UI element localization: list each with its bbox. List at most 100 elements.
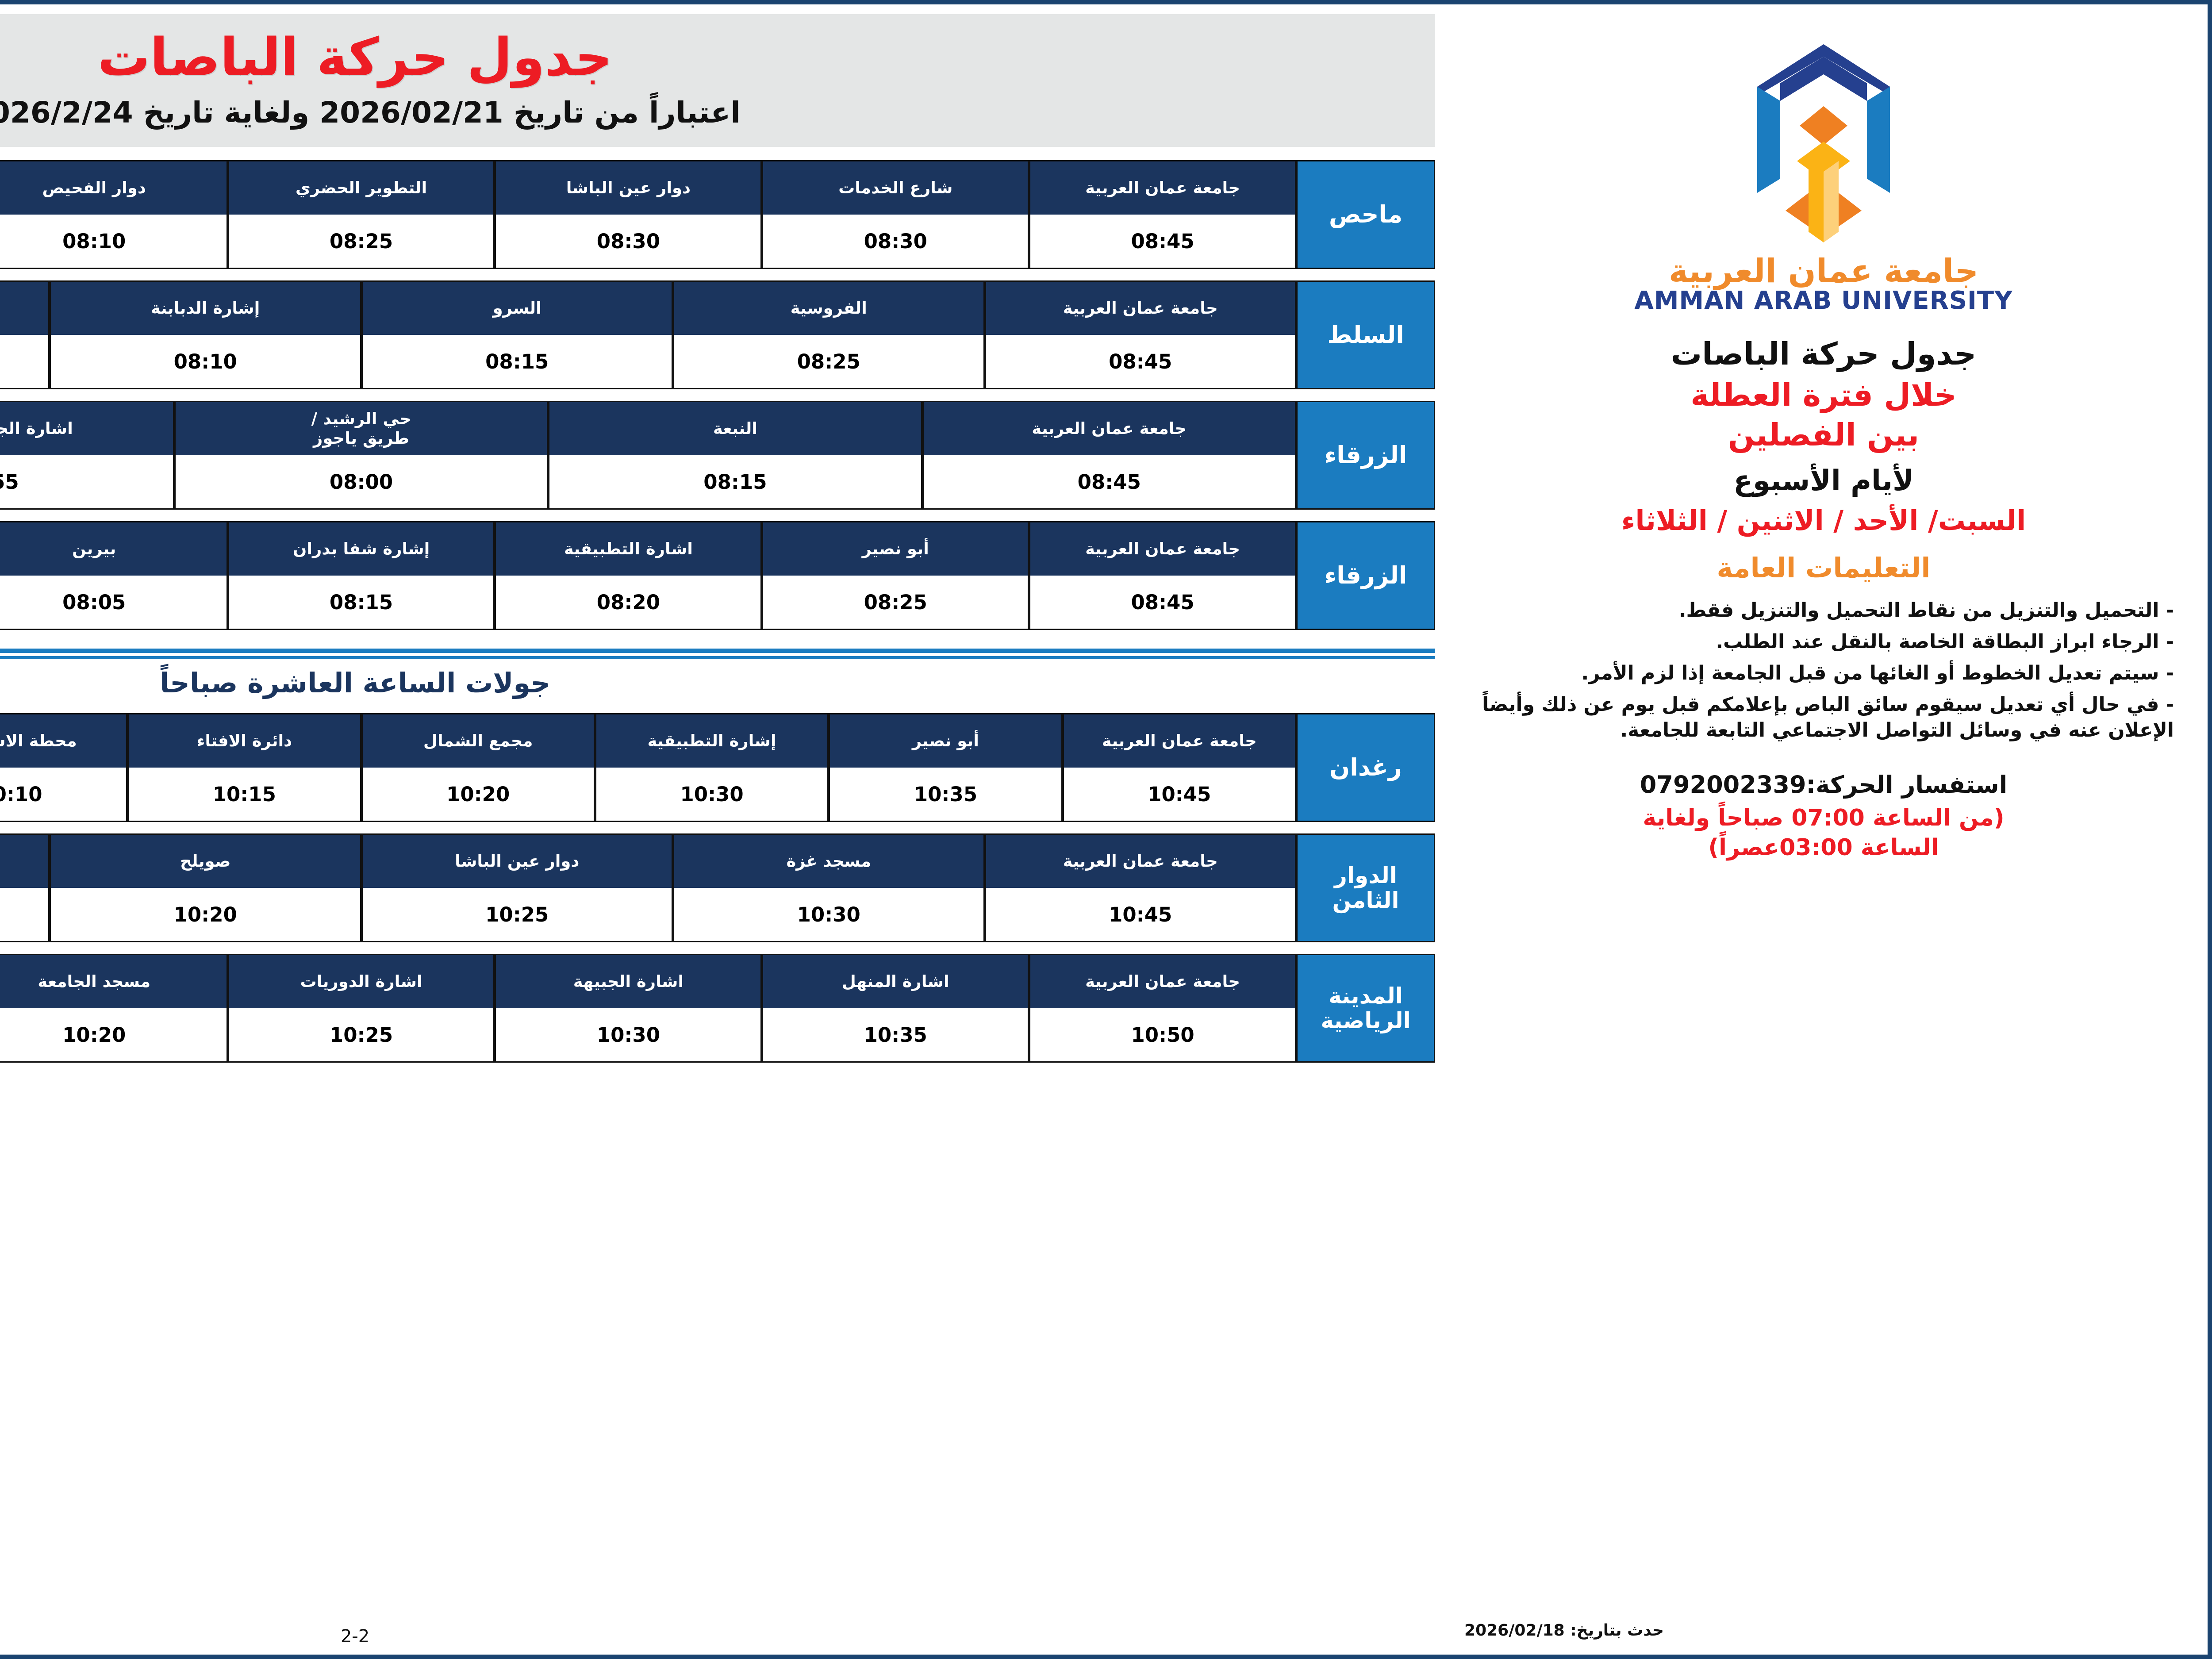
- column-header-stop: النبعة: [548, 401, 922, 456]
- column-header-stop: مجمع الشمال: [361, 713, 595, 768]
- column-header-stop: حي الرشيد / طريق ياجوز: [174, 401, 549, 456]
- column-header-stop: اشارة الدوريات: [227, 954, 495, 1009]
- university-logo: جامعة عمان العربية AMMAN ARAB UNIVERSITY: [1634, 37, 2012, 317]
- table-row: 10:4510:3510:3010:2010:1510:1010:0510:00…: [0, 768, 1435, 822]
- divider-bar-thick: [0, 649, 1435, 653]
- instruction-item: - الرجاء ابراز البطاقة الخاصة بالنقل عند…: [1716, 630, 2174, 653]
- contact-hours-line1: (من الساعة 07:00 صباحاً ولغاية: [1643, 804, 2005, 831]
- stop-time-cell: 08:25: [673, 335, 985, 390]
- column-header-stop: اشارة الجبيهة: [495, 954, 762, 1009]
- stop-time-cell: 07:55: [0, 455, 174, 510]
- table-header-row: المدينة الرياضية جامعة عمان العربية اشارة …: [0, 954, 1435, 1063]
- stop-time-cell: 10:10: [0, 768, 128, 822]
- column-header-stop: إشارة التطبيقية: [595, 713, 829, 768]
- table-header-row: السلط جامعة عمان العربية الفروسية السرو إشار…: [0, 280, 1435, 390]
- route-block: الزرقاء جامعة عمان العربية النبعة حي الرشيد…: [0, 401, 1435, 510]
- stop-time-cell: 08:00: [174, 455, 549, 510]
- stop-time-cell: 08:25: [227, 215, 495, 269]
- column-header-stop: مسجد غزة: [673, 833, 985, 888]
- route-table: الزرقاء جامعة عمان العربية النبعة حي الرشيد…: [0, 401, 1435, 510]
- route-name-cell: الدوار الثامن: [1296, 833, 1435, 943]
- column-header-stop: دوار الفحيص: [0, 160, 228, 215]
- stop-time-cell: 08:45: [984, 335, 1296, 390]
- route-table: الدوار الثامن جامعة عمان العربية مسجد غزة د…: [0, 833, 1435, 943]
- stop-time-cell: 08:45: [922, 455, 1296, 510]
- table-header-row: ماحص جامعة عمان العربية شارع الخدمات دوار ع…: [0, 160, 1435, 269]
- stop-time-cell: 08:30: [495, 215, 762, 269]
- stop-time-cell: 10:35: [829, 768, 1063, 822]
- route-name-cell: الزرقاء: [1296, 521, 1435, 630]
- instructions-list: - التحميل والتنزيل من نقاط التحميل والتن…: [1455, 598, 2192, 749]
- stop-time-cell: 10:20: [50, 888, 361, 943]
- sidebar-heading-3: بين الفصلين: [1728, 416, 1919, 453]
- stop-time-cell: 10:30: [673, 888, 985, 943]
- stop-time-cell: 08:45: [1029, 576, 1296, 630]
- stop-time-cell: 08:30: [762, 215, 1029, 269]
- stop-time-cell: 10:20: [361, 768, 595, 822]
- route-table: رغدان جامعة عمان العربية أبو نصير إشارة الت…: [0, 713, 1435, 822]
- stop-time-cell: 10:30: [595, 768, 829, 822]
- ten-am-routes-group: رغدان جامعة عمان العربية أبو نصير إشارة الت…: [0, 713, 1435, 1074]
- logo-text-english: AMMAN ARAB UNIVERSITY: [1634, 286, 2013, 315]
- column-header-stop: إشارة شفا بدران: [227, 521, 495, 576]
- instruction-item: - في حال أي تعديل سيقوم سائق الباص بإعلا…: [1482, 693, 2174, 742]
- stop-time-cell: 10:45: [984, 888, 1296, 943]
- column-header-stop: التطوير الحضري: [227, 160, 495, 215]
- stop-time-cell: 08:05: [0, 335, 50, 390]
- column-header-stop: مسجد الجامعة: [0, 954, 228, 1009]
- morning-routes-group: ماحص جامعة عمان العربية شارع الخدمات دوار ع…: [0, 160, 1435, 641]
- column-header-stop: شارع الخدمات: [762, 160, 1029, 215]
- stop-time-cell: 10:25: [361, 888, 673, 943]
- column-header-stop: الفروسية: [673, 280, 985, 335]
- page-subtitle: اعتباراً من تاريخ 2026/02/21 ولغاية تاري…: [0, 96, 741, 130]
- column-header-stop: جامعة عمان العربية: [1029, 160, 1296, 215]
- stop-time-cell: 10:15: [127, 768, 361, 822]
- table-header-row: رغدان جامعة عمان العربية أبو نصير إشارة الت…: [0, 713, 1435, 822]
- sidebar: جامعة عمان العربية AMMAN ARAB UNIVERSITY…: [1447, 4, 2208, 1655]
- sidebar-heading-4: لأيام الأسبوع: [1733, 464, 1914, 497]
- stop-time-cell: 10:35: [762, 1008, 1029, 1063]
- column-header-stop: دوار عين الباشا: [495, 160, 762, 215]
- route-block: الزرقاء جامعة عمان العربية أبو نصير اشارة ا…: [0, 521, 1435, 630]
- contact-phone: استفسار الحركة:0792002339: [1640, 771, 2008, 799]
- column-header-stop: دوار خلدا: [0, 833, 50, 888]
- stop-time-cell: 08:25: [762, 576, 1029, 630]
- page-title: جدول حركة الباصات: [97, 27, 613, 88]
- section-divider: جولات الساعة العاشرة صباحاً: [0, 649, 1435, 709]
- route-name-cell: ماحص: [1296, 160, 1435, 269]
- stop-time-cell: 08:45: [1029, 215, 1296, 269]
- stop-time-cell: 10:20: [0, 1008, 228, 1063]
- column-header-stop: جامعة عمان العربية: [984, 280, 1296, 335]
- divider-bar-thin: [0, 656, 1435, 659]
- stop-time-cell: 10:10: [0, 888, 50, 943]
- updated-date: حدث بتاريخ: 2026/02/18: [1464, 1621, 1664, 1640]
- column-header-stop: السرو: [361, 280, 673, 335]
- column-header-stop: جامعة عمان العربية: [984, 833, 1296, 888]
- route-block: المدينة الرياضية جامعة عمان العربية اشارة …: [0, 954, 1435, 1063]
- stop-time-cell: 10:25: [227, 1008, 495, 1063]
- column-header-stop: دوار عين الباشا: [361, 833, 673, 888]
- operating-days: السبت/ الأحد / الاثنين / الثلاثاء: [1621, 504, 2026, 537]
- table-header-row: الزرقاء جامعة عمان العربية النبعة حي الرشيد…: [0, 401, 1435, 510]
- column-header-stop: جامعة عمان العربية: [1029, 521, 1296, 576]
- column-header-stop: جسر السلالم: [0, 280, 50, 335]
- stop-time-cell: 10:30: [495, 1008, 762, 1063]
- instruction-item: - سيتم تعديل الخطوط أو الغائها من قبل ال…: [1581, 661, 2174, 684]
- route-table: السلط جامعة عمان العربية الفروسية السرو إشار…: [0, 280, 1435, 390]
- route-name-cell: الزرقاء: [1296, 401, 1435, 510]
- column-header-stop: جامعة عمان العربية: [1062, 713, 1296, 768]
- route-table: ماحص جامعة عمان العربية شارع الخدمات دوار ع…: [0, 160, 1435, 269]
- route-name-cell: رغدان: [1296, 713, 1435, 822]
- route-table: الزرقاء جامعة عمان العربية أبو نصير اشارة ا…: [0, 521, 1435, 630]
- table-header-row: الدوار الثامن جامعة عمان العربية مسجد غزة د…: [0, 833, 1435, 943]
- stop-time-cell: 08:20: [495, 576, 762, 630]
- main-content: جدول حركة الباصات اعتباراً من تاريخ 2026…: [0, 4, 1447, 1655]
- route-name-cell: السلط: [1296, 280, 1435, 390]
- sidebar-heading-2: خلال فترة العطلة: [1690, 376, 1957, 413]
- column-header-stop: أبو نصير: [829, 713, 1063, 768]
- sidebar-heading-1: جدول حركة الباصات: [1671, 336, 1977, 372]
